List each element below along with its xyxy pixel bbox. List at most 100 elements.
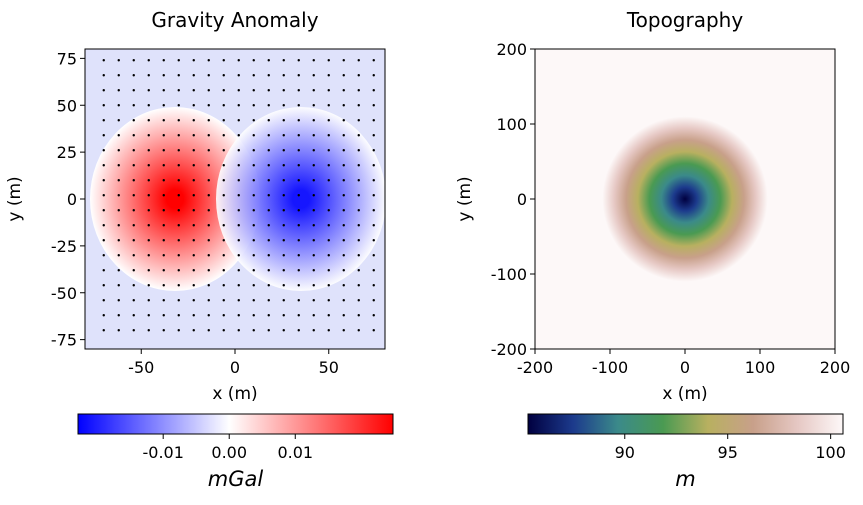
station [312, 74, 315, 77]
station [372, 254, 375, 257]
station [372, 224, 375, 227]
station [327, 269, 330, 272]
station [327, 239, 330, 242]
y-axis-label: y (m) [455, 176, 475, 221]
station [342, 119, 345, 122]
station [372, 164, 375, 167]
station [162, 254, 165, 257]
station [297, 104, 300, 107]
station [267, 74, 270, 77]
station [297, 134, 300, 137]
station [147, 59, 150, 62]
station [267, 254, 270, 257]
station [357, 74, 360, 77]
station [267, 164, 270, 167]
station [207, 209, 210, 212]
y-tick-label: 0 [517, 190, 527, 209]
station [297, 224, 300, 227]
station [282, 89, 285, 92]
colorbar-tick-label: 95 [718, 443, 738, 462]
station [252, 89, 255, 92]
station [327, 314, 330, 317]
station [147, 209, 150, 212]
y-tick-label: -75 [51, 331, 77, 350]
station [267, 149, 270, 152]
station [282, 284, 285, 287]
station [237, 149, 240, 152]
station [132, 224, 135, 227]
station [222, 149, 225, 152]
station [192, 74, 195, 77]
station [342, 164, 345, 167]
station [327, 254, 330, 257]
station [297, 89, 300, 92]
station [177, 299, 180, 302]
station [222, 284, 225, 287]
station [282, 254, 285, 257]
station [162, 104, 165, 107]
station [132, 59, 135, 62]
station [147, 134, 150, 137]
station [312, 194, 315, 197]
station [297, 179, 300, 182]
contour-field [85, 49, 385, 349]
station [207, 119, 210, 122]
station [237, 284, 240, 287]
station [222, 104, 225, 107]
station [117, 254, 120, 257]
station [267, 224, 270, 227]
station [132, 179, 135, 182]
station [132, 104, 135, 107]
station [282, 119, 285, 122]
station [327, 149, 330, 152]
station [177, 104, 180, 107]
station [267, 59, 270, 62]
station [312, 179, 315, 182]
station [312, 254, 315, 257]
station [132, 314, 135, 317]
station [102, 299, 105, 302]
station [162, 164, 165, 167]
station [252, 284, 255, 287]
station [312, 209, 315, 212]
station [102, 59, 105, 62]
station [132, 329, 135, 332]
station [357, 284, 360, 287]
station [327, 329, 330, 332]
station [192, 164, 195, 167]
station [342, 254, 345, 257]
station [102, 329, 105, 332]
station [372, 239, 375, 242]
station [177, 119, 180, 122]
station [102, 134, 105, 137]
station [117, 149, 120, 152]
station [102, 74, 105, 77]
station [237, 104, 240, 107]
station [252, 74, 255, 77]
station [327, 74, 330, 77]
station [297, 194, 300, 197]
station [372, 59, 375, 62]
station [282, 269, 285, 272]
station [357, 134, 360, 137]
station [312, 284, 315, 287]
x-tick-label: 0 [230, 358, 240, 377]
station [147, 269, 150, 272]
station [372, 119, 375, 122]
station [357, 269, 360, 272]
station [207, 299, 210, 302]
contour-field [535, 49, 835, 349]
station [147, 239, 150, 242]
station [312, 134, 315, 137]
station [327, 179, 330, 182]
station [237, 74, 240, 77]
station [102, 254, 105, 257]
station [192, 179, 195, 182]
station [117, 284, 120, 287]
station [267, 194, 270, 197]
station [192, 284, 195, 287]
station [252, 164, 255, 167]
station [117, 299, 120, 302]
station [162, 74, 165, 77]
station [267, 89, 270, 92]
